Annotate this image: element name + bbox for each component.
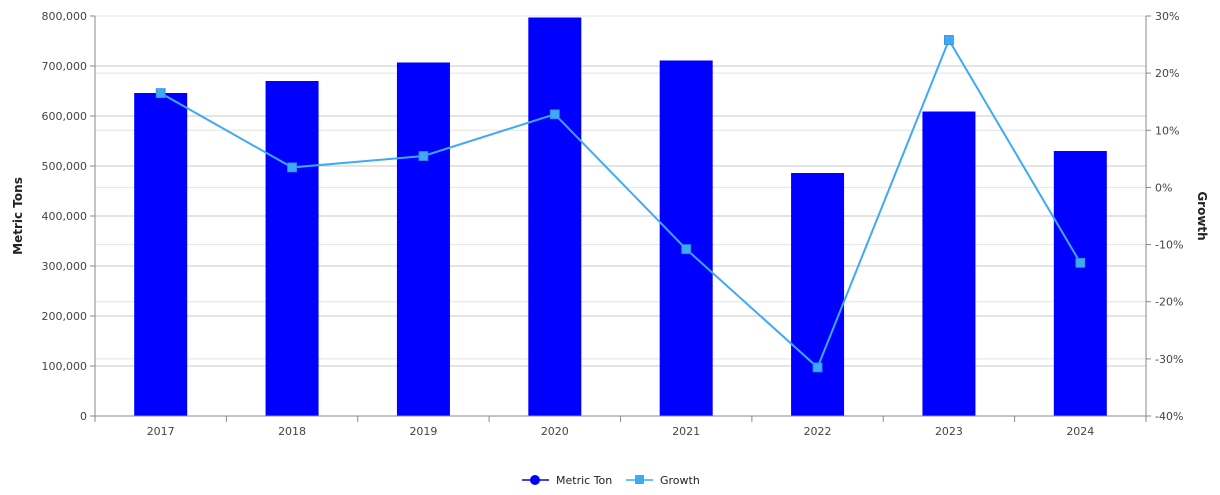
legend-marker-growth <box>635 475 644 484</box>
bar-2020[interactable] <box>528 17 582 417</box>
growth-point-2017[interactable] <box>155 88 166 99</box>
bar-2019[interactable] <box>396 62 450 417</box>
growth-point-2022[interactable] <box>812 362 823 373</box>
legend-item-metric-ton[interactable]: Metric Ton <box>522 474 612 487</box>
gridlines <box>95 15 1146 417</box>
legend: Metric Ton Growth <box>522 474 700 487</box>
bar-series <box>134 17 1107 417</box>
y2-tick-label: 30% <box>1155 10 1179 23</box>
growth-point-2020[interactable] <box>549 109 560 120</box>
y-tick-label: 300,000 <box>42 260 88 273</box>
x-tick-label: 2017 <box>147 425 175 438</box>
y2-axis-title: Growth <box>1195 191 1209 240</box>
x-tick-label: 2022 <box>804 425 832 438</box>
x-tick-label: 2018 <box>278 425 306 438</box>
bar-2022[interactable] <box>791 173 845 416</box>
legend-item-growth[interactable]: Growth <box>626 474 700 487</box>
growth-point-2019[interactable] <box>418 151 429 161</box>
growth-series <box>155 35 1086 373</box>
bar-2023[interactable] <box>922 111 976 417</box>
y-tick-label: 400,000 <box>42 210 88 223</box>
y-tick-label: 0 <box>80 410 87 423</box>
y2-tick-label: -20% <box>1155 296 1183 309</box>
legend-label-growth: Growth <box>660 474 700 487</box>
y-tick-label: 100,000 <box>42 360 88 373</box>
growth-point-2018[interactable] <box>287 162 297 173</box>
y2-tick-label: 10% <box>1155 124 1179 137</box>
y-tick-label: 700,000 <box>42 60 88 73</box>
growth-point-2021[interactable] <box>681 244 692 255</box>
y2-tick-label: -10% <box>1155 239 1183 252</box>
y2-tick-label: 20% <box>1155 67 1179 80</box>
bar-2021[interactable] <box>659 60 713 417</box>
legend-marker-metric-ton <box>530 475 540 485</box>
x-tick-label: 2023 <box>935 425 963 438</box>
axes: 0 100,000 200,000 300,000 400,000 500,000 600,… <box>42 10 1184 438</box>
x-tick-label: 2020 <box>541 425 569 438</box>
legend-label-metric-ton: Metric Ton <box>556 474 612 487</box>
bar-2017[interactable] <box>134 93 188 416</box>
growth-point-2024[interactable] <box>1075 257 1086 268</box>
y2-tick-label: -30% <box>1155 353 1183 366</box>
y-tick-label: 800,000 <box>42 10 88 23</box>
y-tick-label: 500,000 <box>42 160 88 173</box>
bar-2024[interactable] <box>1053 151 1107 416</box>
x-tick-label: 2024 <box>1066 425 1094 438</box>
x-tick-label: 2019 <box>409 425 437 438</box>
y2-tick-label: -40% <box>1155 410 1183 423</box>
growth-point-2023[interactable] <box>944 35 954 45</box>
y-axis-title: Metric Tons <box>11 177 25 255</box>
y-tick-label: 600,000 <box>42 110 88 123</box>
y-tick-label: 200,000 <box>42 310 88 323</box>
y2-tick-label: 0% <box>1155 181 1172 194</box>
bar-2018[interactable] <box>265 81 319 416</box>
x-tick-label: 2021 <box>672 425 700 438</box>
growth-line <box>160 37 1082 370</box>
